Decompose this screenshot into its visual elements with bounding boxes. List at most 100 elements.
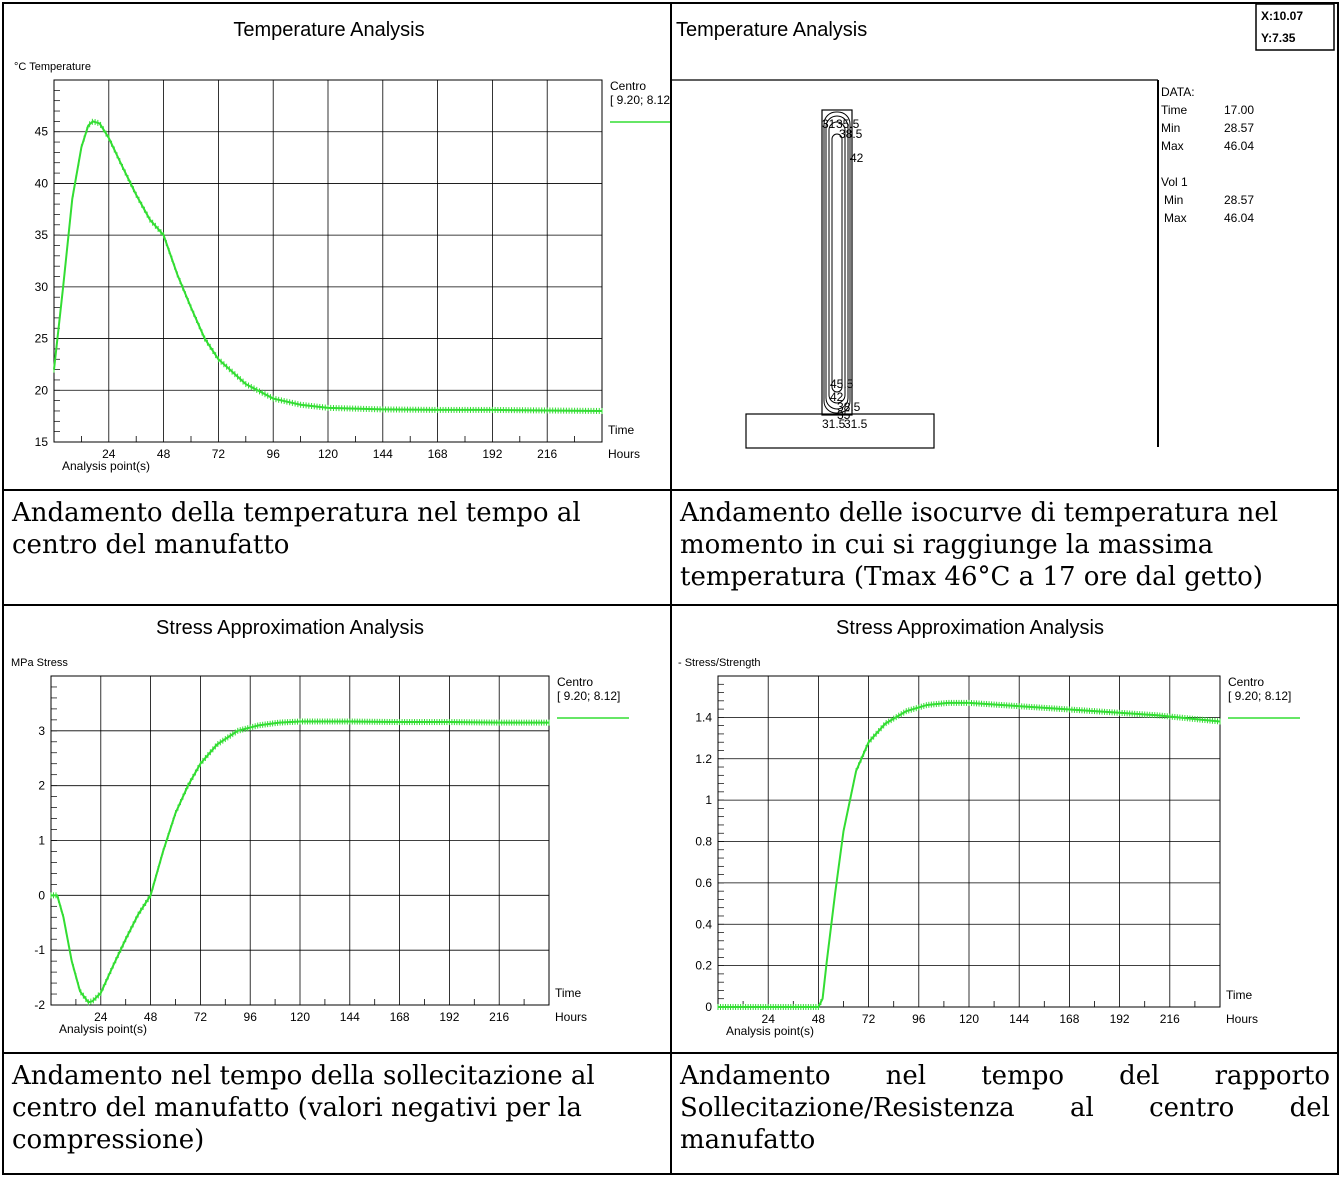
data-label-time: Time	[1161, 103, 1188, 117]
x-axis-unit: Hours	[608, 447, 640, 461]
caption-temperature: Andamento della temperatura nel tempo al…	[12, 498, 581, 560]
x-tick-label: 48	[812, 1012, 826, 1026]
data-value-max: 46.04	[1224, 139, 1254, 153]
x-tick-label: 168	[428, 447, 448, 461]
table-divider-row-1	[4, 489, 1337, 491]
foundation-block	[745, 413, 935, 449]
x-tick-label: 216	[1160, 1012, 1180, 1026]
table-divider-row-3	[4, 1052, 1337, 1054]
data-header: DATA:	[1161, 85, 1195, 99]
x-axis-unit: Hours	[1226, 1012, 1258, 1026]
stress-chart-cell: Stress Approximation Analysis MPa Stress 2…	[4, 606, 670, 1052]
y-tick-label: 15	[35, 435, 49, 449]
contour-label: 35	[837, 408, 851, 422]
temperature-line-chart: Temperature Analysis °C Temperature 24 48 72…	[14, 19, 670, 473]
contour-label: 31.5	[822, 417, 846, 431]
x-tick-label: 96	[267, 447, 281, 461]
x-tick-label: 168	[390, 1010, 410, 1024]
data-label-max: Max	[1161, 139, 1184, 153]
contour-label: 31.5	[844, 417, 868, 431]
x-tick-label: 144	[340, 1010, 360, 1024]
series-line-centro	[51, 720, 549, 1004]
y-tick-label: 45	[35, 125, 49, 139]
x-tick-label: 48	[157, 447, 171, 461]
y-tick-label: 1	[705, 793, 712, 807]
y-tick-label: 0.6	[695, 876, 712, 890]
x-tick-label: 192	[1110, 1012, 1130, 1026]
vol-label-max: Max	[1164, 211, 1187, 225]
legend-coord: [ 9.20; 8.12]	[557, 689, 620, 703]
y-tick-label: 1.4	[695, 710, 712, 724]
contour-label: 38.5	[837, 400, 861, 414]
x-tick-label: 192	[439, 1010, 459, 1024]
wall-section	[821, 109, 853, 416]
y-tick-label: 30	[35, 280, 49, 294]
data-value-time: 17.00	[1224, 103, 1254, 117]
y-tick-label: 3	[38, 724, 45, 738]
x-tick-label: 72	[212, 447, 226, 461]
x-tick-label: 72	[194, 1010, 208, 1024]
contour-label: 35.5	[836, 117, 860, 131]
x-axis-name: Time	[555, 986, 582, 1000]
x-axis-caption: Analysis point(s)	[62, 459, 150, 473]
y-unit-label: - Stress/Strength	[678, 657, 761, 669]
x-tick-label: 216	[489, 1010, 509, 1024]
vol-header: Vol 1	[1161, 175, 1188, 189]
isotherm-31	[823, 111, 851, 414]
data-value-min: 28.57	[1224, 121, 1254, 135]
y-unit-label: °C Temperature	[14, 61, 91, 73]
y-tick-label: 20	[35, 383, 49, 397]
isocurve-title: Temperature Analysis	[676, 19, 867, 41]
y-tick-label: -2	[34, 998, 45, 1012]
y-tick-label: 1.2	[695, 752, 712, 766]
y-tick-label: 25	[35, 332, 49, 346]
table-divider-row-2	[4, 604, 1337, 606]
y-unit-label: MPa Stress	[11, 657, 68, 669]
x-axis-name: Time	[608, 423, 635, 437]
x-tick-label: 192	[482, 447, 502, 461]
y-tick-label: 35	[35, 228, 49, 242]
caption-stress: Andamento nel tempo della sollecitazione…	[12, 1061, 595, 1155]
legend-name: Centro	[610, 79, 646, 93]
x-axis-caption: Analysis point(s)	[59, 1022, 147, 1036]
x-axis-caption: Analysis point(s)	[726, 1024, 814, 1038]
x-tick-label: 216	[537, 447, 557, 461]
x-tick-label: 144	[1009, 1012, 1029, 1026]
caption-ratio: Andamento nel tempo del rapporto Solleci…	[680, 1061, 1330, 1155]
contour-label: 45.5	[830, 377, 854, 391]
cursor-x-readout: X:10.07	[1261, 9, 1303, 23]
x-tick-label: 72	[862, 1012, 876, 1026]
y-tick-label: 1	[38, 834, 45, 848]
x-tick-label: 48	[144, 1010, 158, 1024]
y-tick-label: 40	[35, 176, 49, 190]
x-axis-unit: Hours	[555, 1010, 587, 1024]
contour-label: 31	[822, 117, 836, 131]
vol-value-max: 46.04	[1224, 211, 1254, 225]
legend-coord: [ 9.20; 8.12]	[1228, 689, 1291, 703]
contour-label: 38.5	[839, 127, 863, 141]
legend-name: Centro	[1228, 675, 1264, 689]
x-tick-label: 24	[762, 1012, 776, 1026]
y-tick-label: 0	[38, 888, 45, 902]
y-tick-label: 0	[705, 1000, 712, 1014]
vol-label-min: Min	[1164, 193, 1183, 207]
temperature-chart-cell: Temperature Analysis °C Temperature 24 48 72…	[4, 4, 670, 489]
x-tick-label: 96	[244, 1010, 258, 1024]
isotherm-42	[831, 133, 843, 393]
y-tick-label: 0.2	[695, 959, 712, 973]
legend-name: Centro	[557, 675, 593, 689]
data-label-min: Min	[1161, 121, 1180, 135]
x-axis-name: Time	[1226, 988, 1253, 1002]
contour-label: 42	[850, 151, 864, 165]
contour-label: 42	[830, 390, 844, 404]
y-tick-label: 0.8	[695, 835, 712, 849]
chart-title: Stress Approximation Analysis	[156, 617, 424, 639]
x-tick-label: 120	[318, 447, 338, 461]
x-tick-label: 168	[1059, 1012, 1079, 1026]
x-tick-label: 96	[912, 1012, 926, 1026]
cursor-y-readout: Y:7.35	[1261, 31, 1296, 45]
isocurve-contour-plot: Temperature Analysis X:10.07 Y:7.35 31 3…	[672, 4, 1335, 449]
x-tick-label: 120	[290, 1010, 310, 1024]
vol-value-min: 28.57	[1224, 193, 1254, 207]
